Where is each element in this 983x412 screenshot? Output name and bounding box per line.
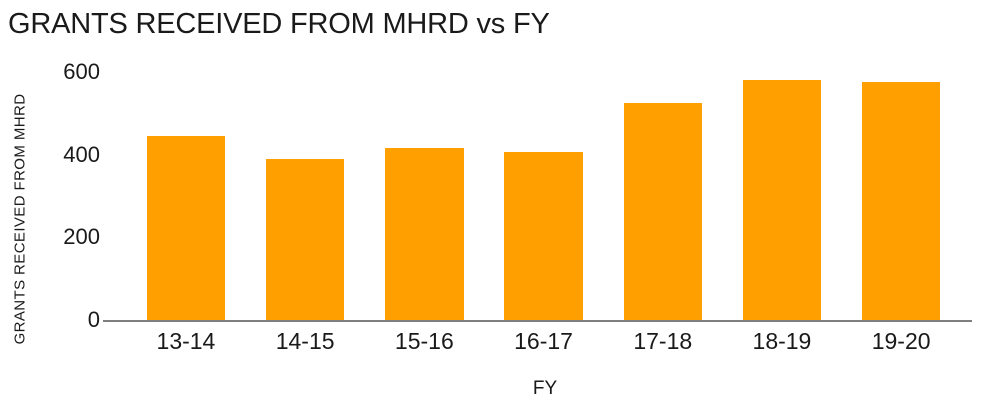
x-axis-ticks: 13-14 14-15 15-16 16-17 17-18 18-19 19-20 bbox=[103, 329, 972, 357]
bar-16-17 bbox=[504, 152, 583, 320]
plot-area bbox=[103, 72, 972, 322]
x-tick-label: 18-19 bbox=[752, 328, 812, 354]
bar-19-20 bbox=[861, 82, 941, 320]
bar-14-15 bbox=[265, 159, 345, 320]
x-tick-label: 19-20 bbox=[871, 328, 931, 354]
y-tick-label: 400 bbox=[63, 141, 100, 167]
x-tick-label: 13-14 bbox=[156, 328, 216, 354]
bar-15-16 bbox=[385, 148, 464, 320]
x-tick-label: 14-15 bbox=[275, 328, 335, 354]
bar-18-19 bbox=[742, 80, 822, 320]
y-tick-label: 600 bbox=[63, 59, 100, 84]
y-tick-label: 200 bbox=[63, 224, 100, 250]
x-tick-label: 15-16 bbox=[394, 328, 454, 354]
bar-17-18 bbox=[623, 103, 702, 320]
chart-title: GRANTS RECEIVED FROM MHRD vs FY bbox=[8, 8, 550, 40]
x-axis-label: FY bbox=[532, 378, 558, 399]
y-axis-ticks: 0 200 400 600 bbox=[0, 61, 100, 331]
bar-13-14 bbox=[146, 136, 226, 320]
x-tick-label: 16-17 bbox=[514, 328, 573, 354]
y-tick-label: 0 bbox=[87, 307, 100, 332]
x-tick-label: 17-18 bbox=[633, 328, 693, 354]
